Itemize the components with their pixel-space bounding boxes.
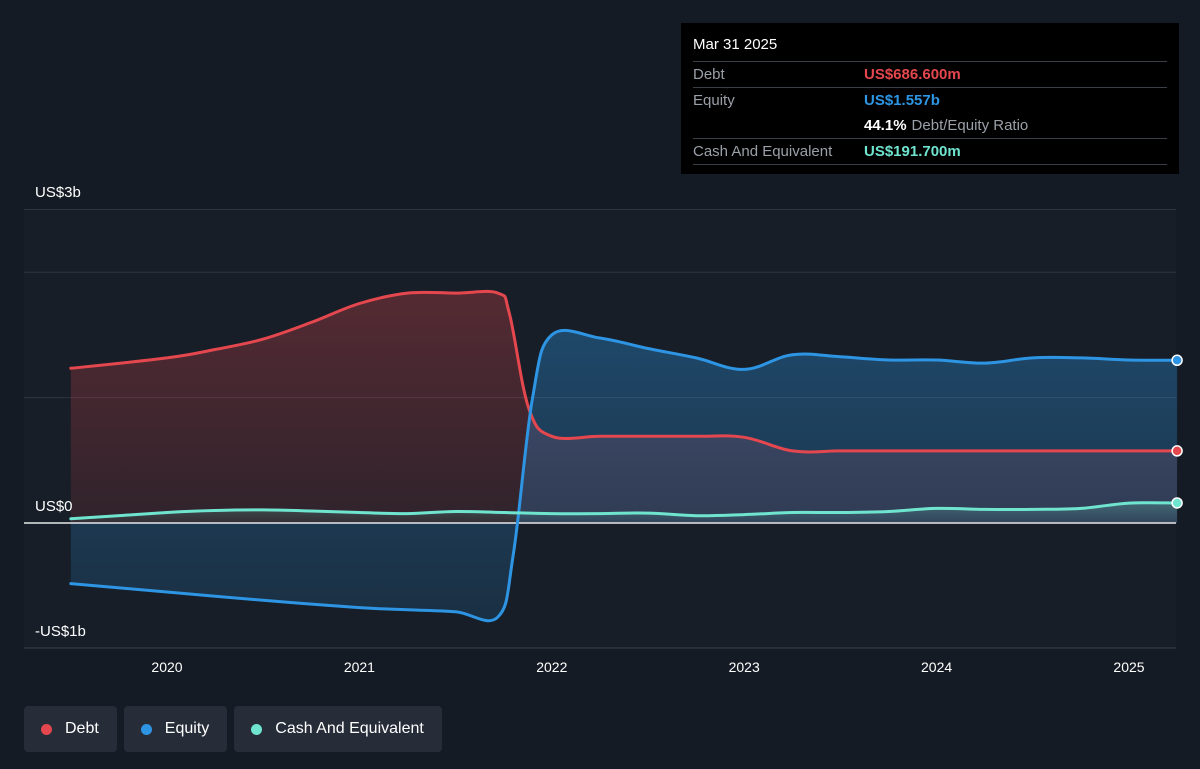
area-layer (70, 291, 1178, 621)
x-tick-label-2022: 2022 (536, 659, 567, 675)
line-layer (24, 289, 1179, 623)
series-line-equity (69, 329, 1179, 623)
legend-item-debt[interactable]: Debt (24, 706, 117, 752)
chart-legend: Debt Equity Cash And Equivalent (24, 706, 442, 752)
series-end-dot-equity (1171, 354, 1183, 367)
series-area-cash (70, 502, 1178, 523)
tooltip-date: Mar 31 2025 (693, 36, 778, 53)
tooltip-debt-value: US$686.600m (864, 66, 961, 83)
x-tick-label-2021: 2021 (344, 659, 375, 675)
tooltip-ratio-label: Debt/Equity Ratio (911, 117, 1029, 134)
equity-dot-icon (140, 723, 152, 735)
tooltip-row-equity: Equity US$1.557b (693, 87, 1167, 113)
tooltip-debt-label: Debt (693, 66, 725, 83)
series-line-debt (69, 289, 1179, 454)
tooltip-row-cash: Cash And Equivalent US$191.700m (693, 138, 1167, 165)
x-tick-label-2024: 2024 (921, 659, 952, 675)
legend-label-cash: Cash And Equivalent (275, 720, 424, 737)
x-tick-label-2023: 2023 (729, 659, 760, 675)
cash-dot-icon (251, 723, 263, 735)
legend-item-equity[interactable]: Equity (123, 706, 228, 752)
y-tick-label-zero: US$0 (35, 498, 73, 515)
y-tick-label-top: US$3b (35, 184, 81, 201)
tooltip-row-ratio: 44.1% Debt/Equity Ratio (693, 113, 1167, 138)
legend-label-equity: Equity (164, 720, 210, 737)
tooltip-cash-label: Cash And Equivalent (693, 143, 833, 160)
x-tick-label-2020: 2020 (151, 659, 182, 675)
y-tick-label-bottom: -US$1b (35, 623, 86, 640)
legend-label-debt: Debt (65, 720, 99, 737)
series-end-dot-debt (1171, 445, 1183, 457)
series-end-dot-cash (1171, 497, 1183, 509)
x-tick-labels: 2020 2021 2022 2023 2024 2025 (151, 659, 1144, 675)
legend-item-cash[interactable]: Cash And Equivalent (234, 706, 442, 752)
tooltip-ratio-value: 44.1% (864, 117, 907, 134)
tooltip-equity-label: Equity (693, 92, 735, 109)
tooltip-panel: Mar 31 2025 Debt US$686.600m Equity US$1… (681, 23, 1179, 174)
debt-dot-icon (41, 723, 52, 735)
x-tick-label-2025: 2025 (1113, 659, 1144, 675)
series-area-equity (70, 330, 1178, 621)
tooltip-equity-value: US$1.557b (864, 92, 940, 109)
tooltip-cash-value: US$191.700m (864, 143, 961, 160)
series-line-cash (69, 501, 1179, 521)
end-dot-layer (1171, 354, 1183, 509)
tooltip-row-debt: Debt US$686.600m (693, 61, 1167, 87)
